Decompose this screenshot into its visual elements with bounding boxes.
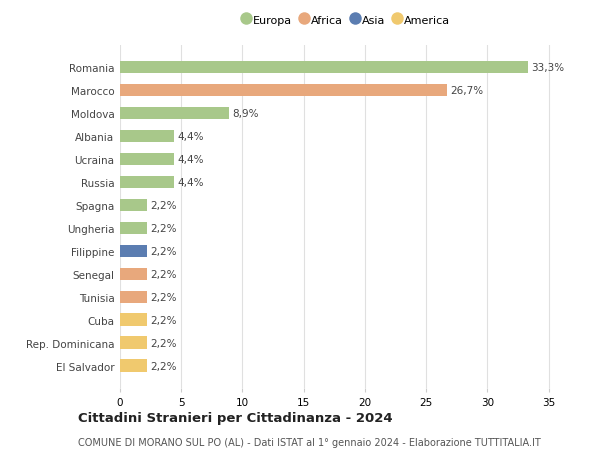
- Text: COMUNE DI MORANO SUL PO (AL) - Dati ISTAT al 1° gennaio 2024 - Elaborazione TUTT: COMUNE DI MORANO SUL PO (AL) - Dati ISTA…: [78, 437, 541, 448]
- Text: 4,4%: 4,4%: [178, 155, 204, 164]
- Bar: [120, 245, 147, 257]
- Text: 2,2%: 2,2%: [151, 338, 177, 348]
- Bar: [120, 130, 174, 143]
- Legend: Europa, Africa, Asia, America: Europa, Africa, Asia, America: [238, 11, 455, 30]
- Bar: [120, 268, 147, 280]
- Bar: [120, 199, 147, 212]
- Text: 26,7%: 26,7%: [451, 86, 484, 95]
- Bar: [120, 222, 147, 235]
- Bar: [120, 291, 147, 303]
- Text: 2,2%: 2,2%: [151, 315, 177, 325]
- Text: Cittadini Stranieri per Cittadinanza - 2024: Cittadini Stranieri per Cittadinanza - 2…: [78, 412, 392, 425]
- Text: 2,2%: 2,2%: [151, 246, 177, 256]
- Bar: [120, 176, 174, 189]
- Bar: [120, 62, 527, 74]
- Bar: [120, 360, 147, 372]
- Text: 4,4%: 4,4%: [178, 178, 204, 187]
- Text: 2,2%: 2,2%: [151, 224, 177, 233]
- Text: 2,2%: 2,2%: [151, 361, 177, 371]
- Bar: [120, 107, 229, 120]
- Text: 4,4%: 4,4%: [178, 132, 204, 141]
- Text: 33,3%: 33,3%: [532, 63, 565, 73]
- Text: 8,9%: 8,9%: [233, 109, 259, 118]
- Text: 2,2%: 2,2%: [151, 201, 177, 210]
- Text: 2,2%: 2,2%: [151, 269, 177, 279]
- Text: 2,2%: 2,2%: [151, 292, 177, 302]
- Bar: [120, 337, 147, 349]
- Bar: [120, 84, 447, 97]
- Bar: [120, 314, 147, 326]
- Bar: [120, 153, 174, 166]
